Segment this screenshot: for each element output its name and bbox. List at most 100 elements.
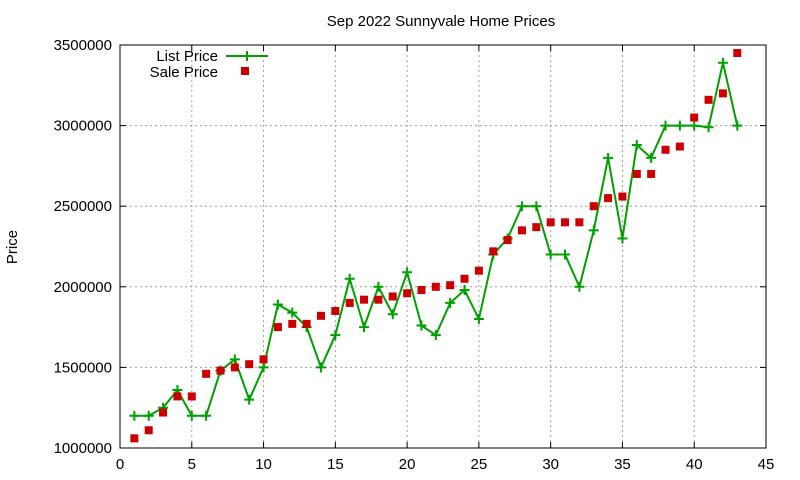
sale-price-point	[259, 355, 268, 364]
sale-price-point	[202, 369, 211, 378]
list-price-point	[330, 330, 341, 341]
list-price-point	[373, 281, 384, 292]
sale-price-point	[604, 194, 613, 203]
list-price-point	[674, 120, 685, 131]
sale-price-point	[345, 298, 354, 307]
x-tick-label: 15	[327, 456, 344, 473]
y-axis-label: Price	[4, 230, 21, 264]
sale-price-point	[474, 266, 483, 275]
x-tick-label: 20	[399, 456, 416, 473]
list-price-point	[445, 297, 456, 308]
sale-price-point	[159, 408, 168, 417]
list-price-point	[631, 139, 642, 150]
sale-price-point	[561, 218, 570, 227]
list-price-point	[430, 330, 441, 341]
sale-price-point	[288, 319, 297, 328]
sale-price-point	[489, 247, 498, 256]
list-price-point	[617, 233, 628, 244]
list-price-point	[603, 152, 614, 163]
sale-price-point	[302, 319, 311, 328]
y-tick-label: 1000000	[54, 440, 112, 457]
sale-price-point	[733, 49, 742, 58]
list-price-point	[545, 249, 556, 260]
list-price-point	[129, 410, 140, 421]
list-price-point	[186, 410, 197, 421]
sale-price-point	[360, 295, 369, 304]
list-price-point	[732, 120, 743, 131]
sale-price-point	[230, 363, 239, 372]
y-tick-label: 2000000	[54, 279, 112, 296]
sale-price-point	[575, 218, 584, 227]
sale-price-point	[403, 289, 412, 298]
list-price-point	[646, 152, 657, 163]
x-tick-label: 35	[614, 456, 631, 473]
sale-price-point	[446, 281, 455, 290]
sale-price-point	[388, 292, 397, 301]
legend-label-list-price: List Price	[156, 48, 218, 65]
list-price-point	[315, 362, 326, 373]
series-layer	[129, 49, 743, 443]
x-tick-label: 45	[758, 456, 775, 473]
sale-price-point	[517, 226, 526, 235]
y-tick-label: 2500000	[54, 198, 112, 215]
list-price-point	[287, 307, 298, 318]
list-price-point	[660, 120, 671, 131]
sale-price-point	[187, 392, 196, 401]
list-price-point	[416, 320, 427, 331]
list-price-point	[689, 120, 700, 131]
sale-price-point	[374, 295, 383, 304]
sale-price-point	[331, 306, 340, 315]
axis-ticks: 0 5 10 15 20 25 30 35 40 45 1000000 1500000 2000000 2…	[54, 37, 775, 473]
sale-price-point	[431, 282, 440, 291]
list-price-point	[258, 362, 269, 373]
sale-price-point	[618, 192, 627, 201]
legend-marker-sale-price	[241, 67, 249, 75]
list-price-line	[134, 62, 739, 417]
legend-marker-list-price	[242, 51, 252, 61]
sale-price-point	[460, 274, 469, 283]
plot-frame	[119, 44, 767, 449]
sale-price-point	[704, 95, 713, 104]
sale-price-point	[632, 169, 641, 178]
list-price-point	[344, 273, 355, 284]
list-price-point	[201, 410, 212, 421]
list-price-point	[244, 394, 255, 405]
sale-price-point	[417, 286, 426, 295]
list-price-point	[387, 309, 398, 320]
x-tick-label: 5	[188, 456, 196, 473]
list-price-point	[560, 249, 571, 260]
sale-price-point	[503, 236, 512, 245]
list-price-point	[272, 299, 283, 310]
y-tick-label: 1500000	[54, 359, 112, 376]
sale-price-point	[661, 145, 670, 154]
sale-price-point	[245, 360, 254, 369]
sale-price-point	[216, 366, 225, 375]
sale-price-point	[647, 169, 656, 178]
list-price-point	[516, 201, 527, 212]
legend-label-sale-price: Sale Price	[150, 64, 218, 81]
sale-price-point	[173, 392, 182, 401]
list-price-point	[717, 57, 728, 68]
x-tick-label: 30	[542, 456, 559, 473]
y-tick-label: 3500000	[54, 37, 112, 54]
x-tick-label: 25	[471, 456, 488, 473]
list-price-point	[402, 267, 413, 278]
list-price-point	[574, 281, 585, 292]
x-tick-label: 10	[255, 456, 272, 473]
list-price-point	[703, 122, 714, 133]
list-price-point	[459, 285, 470, 296]
legend: List Price Sale Price	[150, 48, 268, 81]
list-price-point	[359, 322, 370, 333]
sale-price-point	[532, 223, 541, 232]
sale-price-point	[718, 89, 727, 98]
sale-price-point	[144, 426, 153, 435]
grid	[120, 45, 766, 448]
sale-price-point	[130, 434, 139, 443]
sale-price-point	[589, 202, 598, 211]
sale-price-point	[675, 142, 684, 151]
list-price-point	[143, 410, 154, 421]
x-tick-label: 40	[686, 456, 703, 473]
list-price-point	[473, 314, 484, 325]
sale-price-point	[690, 113, 699, 122]
